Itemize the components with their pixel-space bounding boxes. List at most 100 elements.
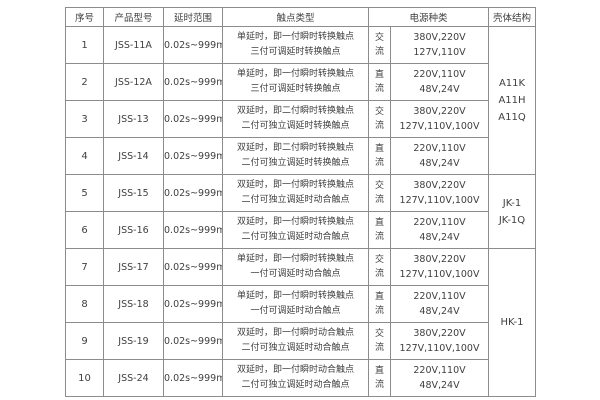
- table-row: 6 JSS-16 0.02s~999min 双延时，即一付瞬时转换触点 二付可独…: [65, 211, 536, 249]
- header-delay-range: 延时范围: [163, 7, 223, 27]
- current-kind-cell: 交 流: [368, 26, 391, 64]
- voltage-line: 48V,24V: [419, 232, 460, 243]
- contact-type-line: 二付可独立调延时动合触点: [241, 195, 350, 205]
- serial-cell: 9: [65, 322, 104, 360]
- header-model: 产品型号: [103, 7, 164, 27]
- shell-label: JK-1Q: [498, 214, 526, 226]
- current-kind-char: 交: [374, 329, 384, 339]
- contact-type-line: 二付可独立调延时动合触点: [241, 232, 350, 242]
- contact-type-cell: 双延时，即一付瞬时动合触点 二付可独立调延时动合触点: [222, 359, 369, 397]
- shell-label: A11K: [498, 78, 526, 89]
- table-row: 1 JSS-11A 0.02s~999min 单延时，即一付瞬时转换触点 三付可…: [65, 26, 537, 175]
- voltage-line: 380V,220V: [413, 106, 466, 117]
- header-serial: 序号: [65, 7, 104, 27]
- table-row: 5 JSS-15 0.02s~999min 双延时，即一付瞬时转换触点 二付可独…: [65, 174, 537, 249]
- contact-type-cell: 单延时，即一付瞬时转换触点 三付可调延时转换触点: [222, 63, 369, 101]
- contact-type-line: 双延时，即一付瞬时转换触点: [236, 180, 354, 190]
- current-kind-char: 流: [374, 47, 384, 57]
- header-power-type: 电源种类: [367, 7, 490, 27]
- serial-cell: 4: [65, 137, 104, 175]
- current-kind-char: 流: [374, 121, 384, 131]
- contact-type-cell: 双延时，即二付瞬时转换触点 二付可独立调延时转换触点: [222, 137, 369, 175]
- current-kind-cell: 直 流: [368, 285, 391, 323]
- header-contact-type: 触点类型: [222, 7, 369, 27]
- current-kind-char: 流: [374, 343, 384, 353]
- contact-type-line: 双延时，即一付瞬时转换触点: [236, 217, 354, 227]
- header-row: 序号 产品型号 延时范围 触点类型 电源种类 壳体结构: [65, 7, 537, 27]
- table-row: 4 JSS-14 0.02s~999min 双延时，即二付瞬时转换触点 二付可独…: [65, 137, 536, 175]
- delay-cell: 0.02s~999min: [163, 63, 223, 101]
- contact-type-line: 一付可调延时动合触点: [250, 306, 341, 316]
- voltage-cell: 380V,220V 127V,110V,100V: [389, 174, 490, 212]
- delay-cell: 0.02s~999min: [163, 359, 223, 397]
- model-cell: JSS-15: [103, 174, 164, 212]
- voltage-line: 48V,24V: [419, 306, 460, 317]
- current-kind-char: 直: [374, 144, 384, 154]
- delay-cell: 0.02s~999min: [163, 322, 223, 360]
- current-kind-char: 流: [374, 84, 384, 94]
- delay-cell: 0.02s~999min: [163, 211, 223, 249]
- serial-cell: 5: [65, 174, 104, 212]
- voltage-line: 380V,220V: [413, 180, 466, 191]
- current-kind-char: 流: [374, 232, 384, 242]
- model-cell: JSS-17: [103, 248, 164, 286]
- voltage-cell: 220V,110V 48V,24V: [389, 285, 490, 323]
- current-kind-char: 直: [374, 70, 384, 80]
- model-cell: JSS-11A: [103, 26, 164, 64]
- current-kind-char: 流: [374, 380, 384, 390]
- contact-type-line: 二付可独立调延时转换触点: [241, 158, 350, 168]
- current-kind-cell: 直 流: [368, 359, 391, 397]
- delay-cell: 0.02s~999min: [163, 248, 223, 286]
- shell-label: JK-1: [502, 197, 522, 209]
- current-kind-char: 流: [374, 269, 384, 279]
- current-kind-cell: 交 流: [368, 248, 391, 286]
- voltage-line: 220V,110V: [413, 143, 466, 154]
- voltage-line: 220V,110V: [413, 69, 466, 80]
- voltage-line: 220V,110V: [413, 365, 466, 376]
- delay-cell: 0.02s~999min: [163, 100, 223, 138]
- shell-structure-cell: HK-1: [488, 248, 537, 397]
- delay-cell: 0.02s~999min: [163, 26, 223, 64]
- current-kind-char: 直: [374, 292, 384, 302]
- contact-type-cell: 双延时，即二付瞬时转换触点 二付可独立调延时转换触点: [222, 100, 369, 138]
- delay-cell: 0.02s~999min: [163, 285, 223, 323]
- current-kind-char: 直: [374, 366, 384, 376]
- model-cell: JSS-19: [103, 322, 164, 360]
- shell-label: HK-1: [500, 317, 524, 328]
- voltage-cell: 220V,110V 48V,24V: [389, 359, 490, 397]
- contact-type-line: 单延时，即一付瞬时转换触点: [236, 32, 354, 42]
- contact-type-cell: 单延时，即一付瞬时转换触点 一付可调延时动合触点: [222, 285, 369, 323]
- serial-cell: 2: [65, 63, 104, 101]
- voltage-line: 127V,110V,100V: [399, 343, 480, 354]
- voltage-cell: 220V,110V 48V,24V: [389, 137, 490, 175]
- contact-type-line: 二付可独立调延时转换触点: [241, 121, 350, 131]
- model-cell: JSS-18: [103, 285, 164, 323]
- voltage-line: 127V,110V: [413, 47, 466, 58]
- contact-type-line: 一付可调延时动合触点: [250, 269, 341, 279]
- current-kind-char: 直: [374, 218, 384, 228]
- current-kind-char: 流: [374, 195, 384, 205]
- voltage-line: 380V,220V: [413, 254, 466, 265]
- voltage-line: 380V,220V: [413, 328, 466, 339]
- table-row: 10 JSS-24 0.02s~999min 双延时，即一付瞬时动合触点 二付可…: [65, 359, 536, 397]
- contact-type-line: 三付可调延时转换触点: [250, 84, 341, 94]
- table-row: 8 JSS-18 0.02s~999min 单延时，即一付瞬时转换触点 一付可调…: [65, 285, 536, 323]
- table-row: 7 JSS-17 0.02s~999min 单延时，即一付瞬时转换触点 一付可调…: [65, 248, 537, 397]
- voltage-line: 127V,110V,100V: [399, 269, 480, 280]
- shell-label: A11Q: [498, 112, 526, 123]
- model-cell: JSS-13: [103, 100, 164, 138]
- current-kind-char: 交: [374, 33, 384, 43]
- voltage-cell: 380V,220V 127V,110V,100V: [389, 248, 490, 286]
- current-kind-char: 交: [374, 255, 384, 265]
- shell-structure-cell: A11K A11H A11Q: [488, 26, 537, 175]
- shell-structure-cell: JK-1 JK-1Q: [488, 174, 537, 249]
- contact-type-line: 二付可独立调延时动合触点: [241, 380, 350, 390]
- contact-type-cell: 单延时，即一付瞬时转换触点 一付可调延时动合触点: [222, 248, 369, 286]
- delay-cell: 0.02s~999min: [163, 174, 223, 212]
- voltage-cell: 220V,110V 48V,24V: [389, 211, 490, 249]
- current-kind-cell: 交 流: [368, 100, 391, 138]
- current-kind-char: 流: [374, 158, 384, 168]
- model-cell: JSS-16: [103, 211, 164, 249]
- contact-type-line: 单延时，即一付瞬时转换触点: [236, 69, 354, 79]
- current-kind-char: 流: [374, 306, 384, 316]
